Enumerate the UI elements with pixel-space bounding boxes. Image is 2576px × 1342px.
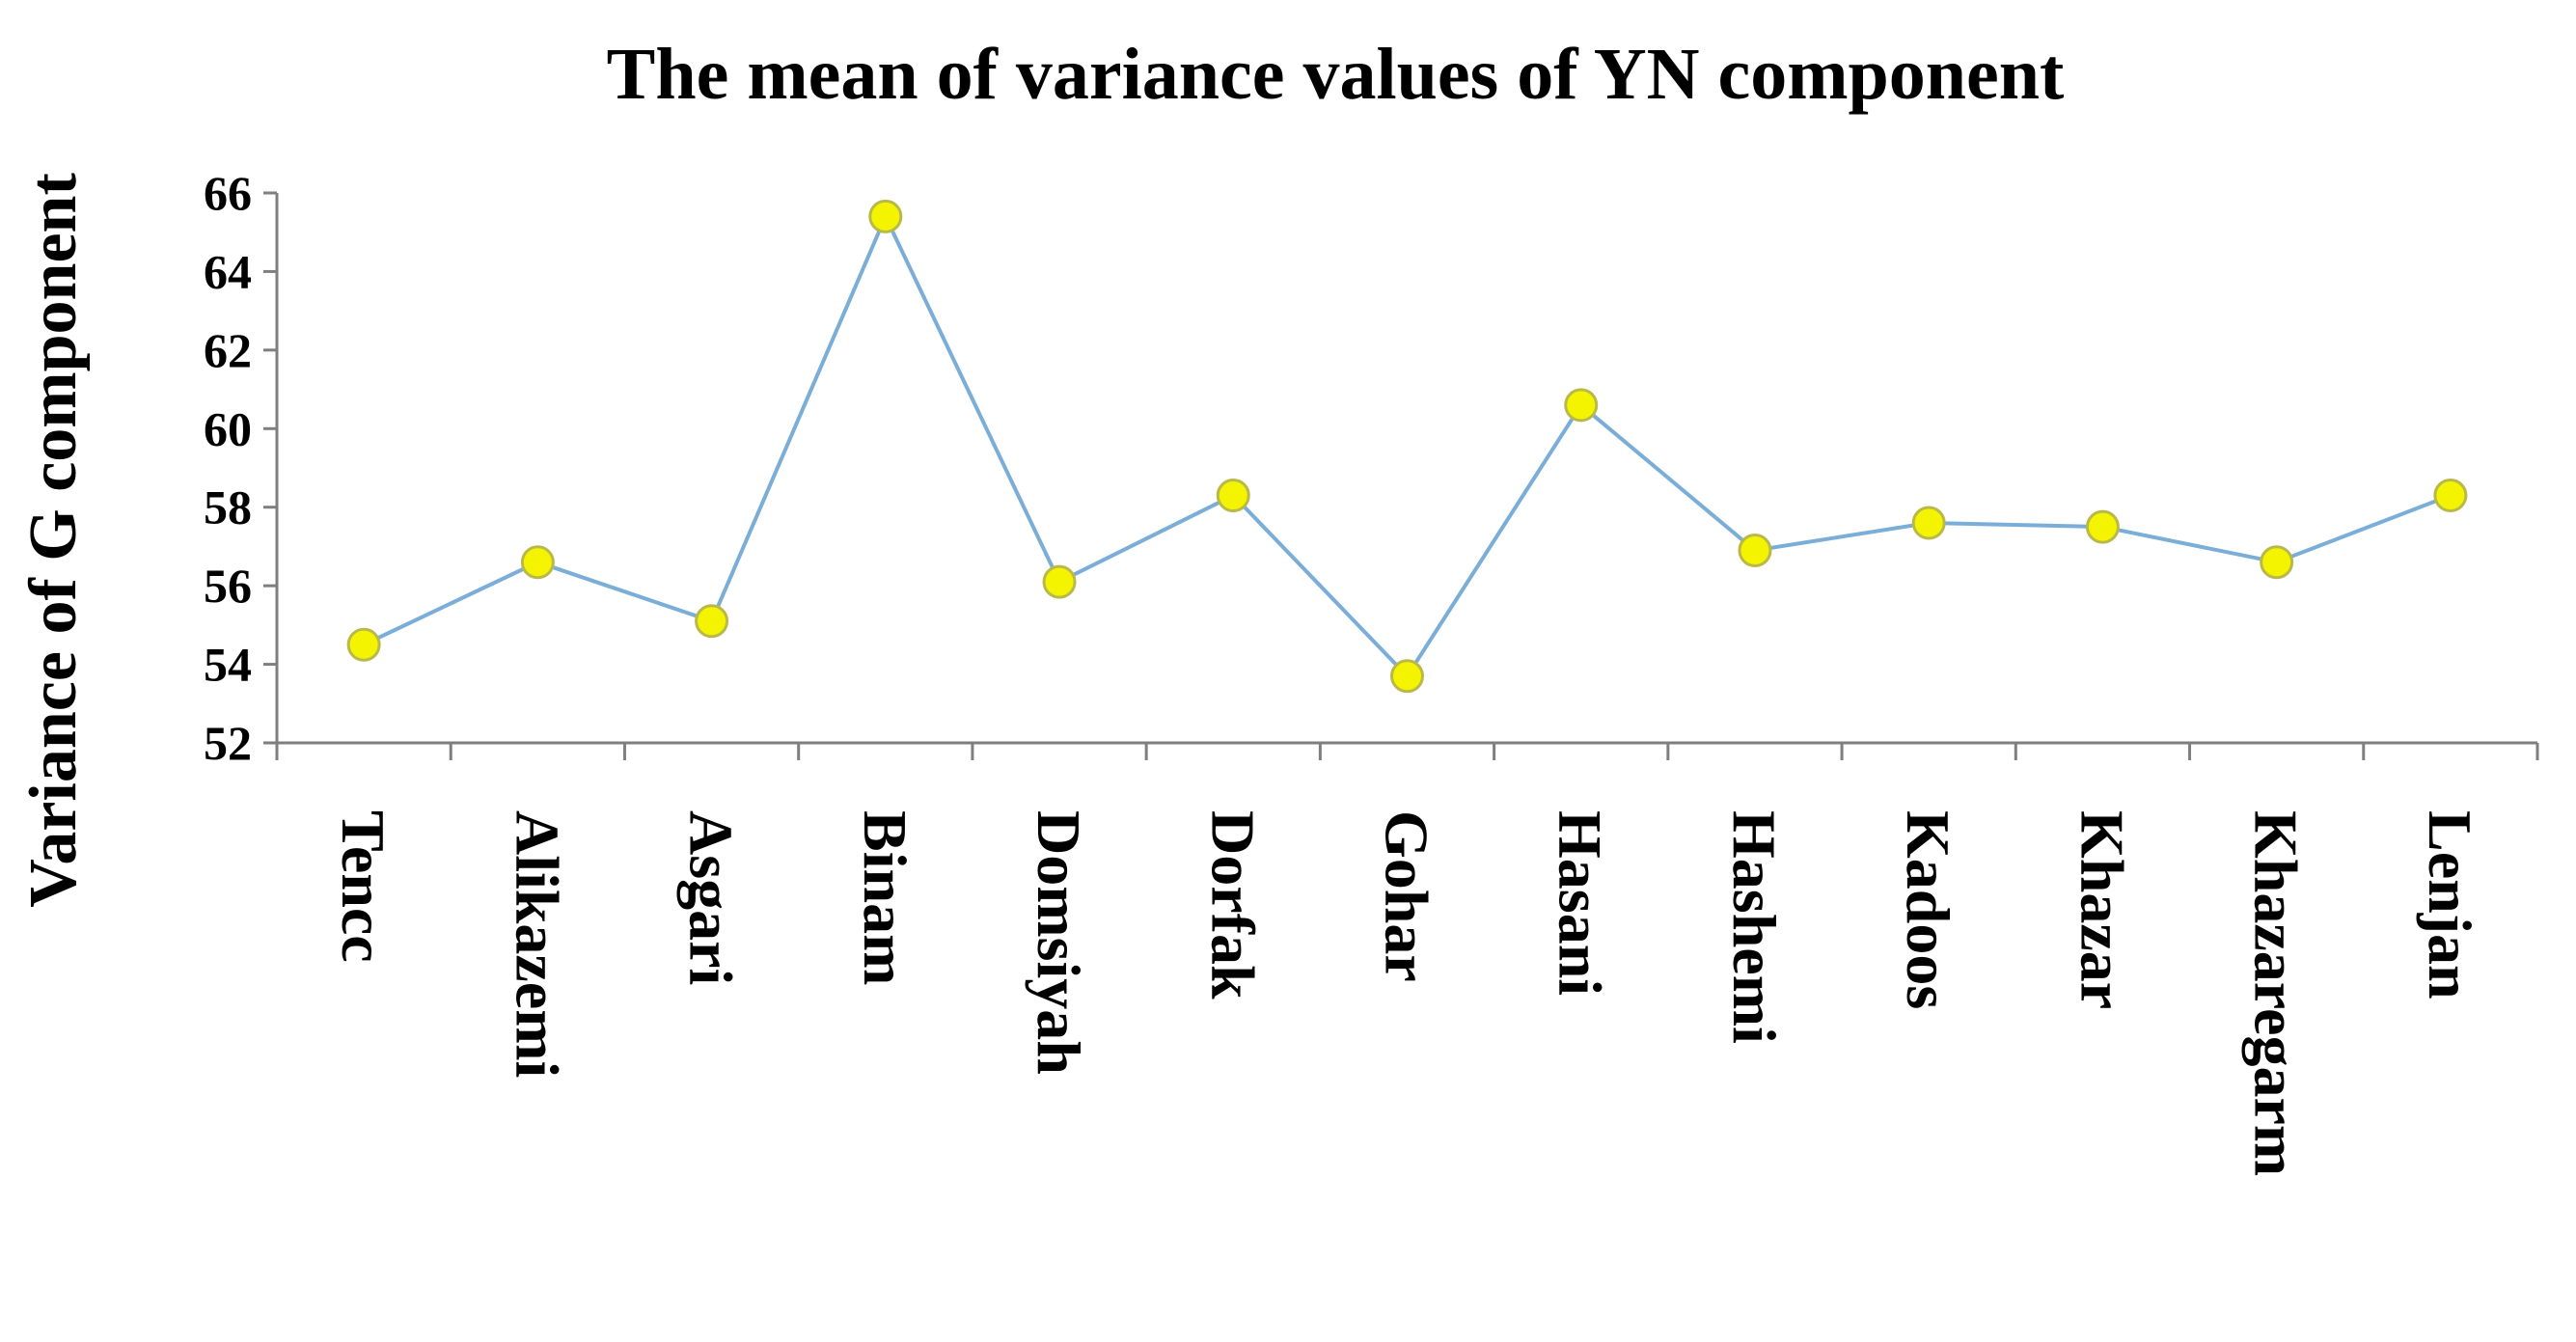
x-tick-label: Khazar xyxy=(2068,810,2136,1009)
y-tick-label: 60 xyxy=(204,401,252,455)
y-tick-label: 62 xyxy=(204,323,252,377)
data-point xyxy=(2433,479,2468,512)
data-point xyxy=(695,604,729,639)
y-tick-label: 56 xyxy=(204,559,252,613)
data-point xyxy=(1738,534,1772,567)
x-tick-label: Alikazemi xyxy=(503,810,571,1078)
data-point xyxy=(1042,564,1077,599)
data-point xyxy=(346,627,381,662)
series-line xyxy=(363,211,2452,679)
x-tick-label: Dorfak xyxy=(1198,810,1267,1000)
x-tick-label: Asgari xyxy=(677,810,746,985)
x-tick-label: Kadoos xyxy=(1894,810,1962,1009)
x-tick-label: Binam xyxy=(851,810,919,985)
data-point xyxy=(1564,388,1599,423)
y-tick-label: 64 xyxy=(204,244,252,298)
data-point xyxy=(1911,506,1946,540)
y-tick-labels: 52 54 56 58 60 62 64 66 xyxy=(204,166,252,770)
x-tick-label: Khazaregarm xyxy=(2242,810,2311,1176)
y-tick-label: 52 xyxy=(204,716,252,770)
y-axis-label: Variance of G component xyxy=(16,173,91,908)
x-tick-label: Domsiyah xyxy=(1025,810,1093,1075)
data-point xyxy=(2260,545,2294,580)
data-point xyxy=(2085,509,2120,544)
data-point xyxy=(868,199,903,233)
x-tick-labels: Tencc Alikazemi Asgari Binam Domsiyah Dorfak G… xyxy=(329,810,2484,1176)
x-tick-label: Tencc xyxy=(329,810,397,963)
x-tick-label: Hasani xyxy=(1547,810,1615,996)
axes xyxy=(263,191,2539,760)
y-tick-label: 58 xyxy=(204,480,252,534)
data-point xyxy=(1216,479,1250,512)
x-tick-label: Gohar xyxy=(1373,810,1441,982)
y-tick-label: 54 xyxy=(204,638,252,692)
chart-title: The mean of variance values of YN compon… xyxy=(607,34,2065,115)
x-tick-label: Lenjan xyxy=(2416,810,2484,1000)
data-point xyxy=(520,545,555,580)
y-tick-label: 66 xyxy=(204,166,252,220)
series-group xyxy=(346,199,2468,694)
data-point xyxy=(1390,659,1424,694)
x-tick-label: Hashemi xyxy=(1720,810,1789,1044)
